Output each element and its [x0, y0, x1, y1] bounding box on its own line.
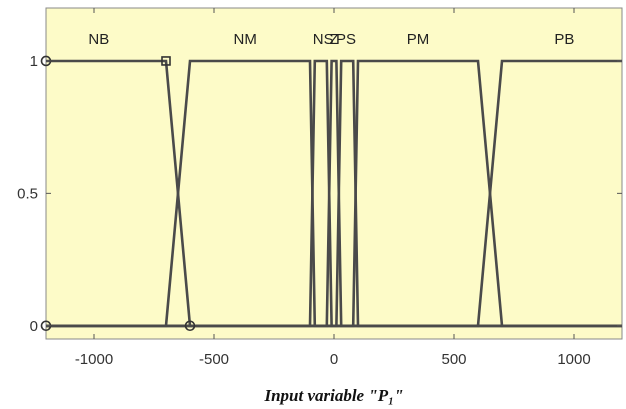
mf-label-nb: NB — [88, 31, 109, 48]
plot-area — [45, 7, 623, 340]
y-tick-label: 1 — [30, 53, 38, 70]
x-tick-label: 0 — [330, 351, 338, 368]
marker-layer — [40, 55, 196, 332]
mf-label-ns: NS — [313, 31, 334, 48]
axis-layer: -1000 -500 0 500 1000 0 0.5 1 — [17, 8, 622, 368]
x-tick-label: -1000 — [75, 351, 113, 368]
marker-square-1 — [161, 56, 171, 66]
x-tick-label: 1000 — [557, 351, 590, 368]
mf-label-ze: Z — [329, 31, 338, 48]
marker-circle-2 — [184, 320, 196, 332]
x-axis-label: Input variable "P₁" — [263, 386, 403, 405]
mf-label-pb: PB — [554, 31, 574, 48]
x-tick-label: 500 — [441, 351, 466, 368]
series-layer — [46, 59, 622, 328]
y-tick-label: 0 — [30, 318, 38, 335]
mf-label-nm: NM — [234, 31, 257, 48]
series-line-pb — [46, 59, 622, 328]
mf-label-ps: PS — [336, 31, 356, 48]
x-tick-label: -500 — [199, 351, 229, 368]
mf-label-pm: PM — [407, 31, 430, 48]
y-tick-label: 0.5 — [17, 185, 38, 202]
